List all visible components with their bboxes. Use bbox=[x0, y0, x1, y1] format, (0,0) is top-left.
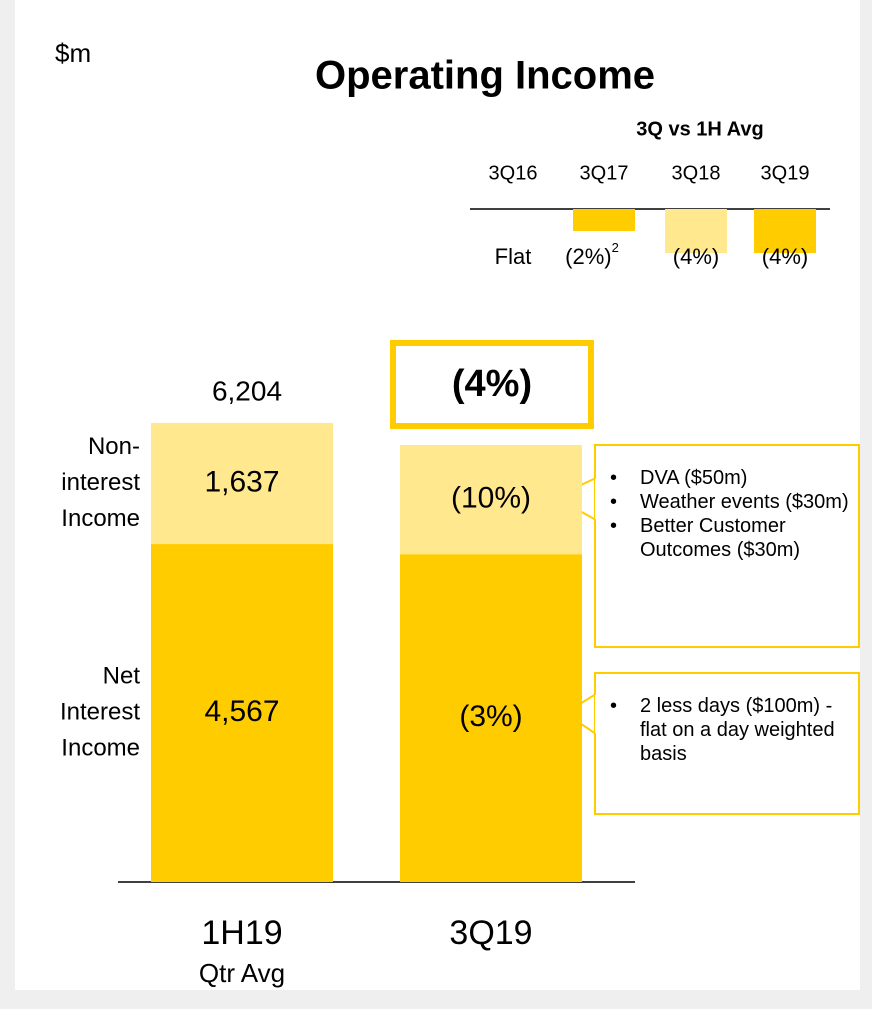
inset-bar bbox=[754, 209, 816, 253]
inset-value-label: Flat bbox=[495, 244, 532, 269]
inset-value-label: (2%)2 bbox=[565, 240, 619, 268]
inset-value-label: (4%) bbox=[762, 244, 808, 269]
series-name: interest bbox=[61, 469, 140, 496]
x-tick-label: 3Q19 bbox=[449, 914, 532, 952]
bar-segment bbox=[400, 445, 582, 555]
inset-title: 3Q vs 1H Avg bbox=[636, 118, 763, 140]
callout-bullet: 2 less days ($100m) - flat on a day weig… bbox=[610, 694, 850, 766]
footnote-mark: 2 bbox=[612, 240, 619, 255]
series-name: Income bbox=[61, 734, 140, 761]
inset-bar bbox=[665, 209, 727, 253]
unit-label: $m bbox=[55, 38, 91, 68]
inset-tick-label: 3Q18 bbox=[672, 162, 721, 184]
total-change-box bbox=[390, 340, 594, 429]
inset-value-text: (4%) bbox=[673, 244, 719, 269]
value-label: 4,567 bbox=[204, 695, 279, 728]
callout-bullet: Better Customer Outcomes ($30m) bbox=[610, 514, 850, 562]
change-label: (10%) bbox=[451, 482, 531, 515]
callout-bullet: DVA ($50m) bbox=[610, 466, 850, 490]
callout-bullet: Weather events ($30m) bbox=[610, 490, 850, 514]
inset-tick-label: 3Q19 bbox=[761, 162, 810, 184]
series-name: Non- bbox=[88, 433, 140, 460]
series-name: Interest bbox=[60, 698, 140, 725]
total-label: 6,204 bbox=[212, 375, 282, 406]
inset-value-text: Flat bbox=[495, 244, 532, 269]
bar-segment bbox=[400, 554, 582, 882]
category-note: Qtr Avg bbox=[199, 958, 285, 988]
bar-segment bbox=[151, 422, 333, 545]
callout: 2 less days ($100m) - flat on a day weig… bbox=[594, 672, 860, 815]
inset-bar bbox=[573, 209, 635, 231]
value-label: 1,637 bbox=[204, 465, 279, 498]
chart-title: Operating Income bbox=[315, 54, 655, 98]
x-tick-label: 1H19 bbox=[201, 914, 282, 952]
callout: DVA ($50m)Weather events ($30m)Better Cu… bbox=[594, 444, 860, 648]
inset-value-text: (4%) bbox=[762, 244, 808, 269]
series-name: Net bbox=[103, 662, 141, 689]
inset-value-label: (4%) bbox=[673, 244, 719, 269]
inset-tick-label: 3Q16 bbox=[489, 162, 538, 184]
change-label: (3%) bbox=[459, 700, 522, 733]
total-change: (4%) bbox=[452, 363, 532, 405]
series-name: Income bbox=[61, 505, 140, 532]
inset-tick-label: 3Q17 bbox=[580, 162, 629, 184]
bar-segment bbox=[151, 544, 333, 882]
inset-value-text: (2%) bbox=[565, 244, 611, 269]
